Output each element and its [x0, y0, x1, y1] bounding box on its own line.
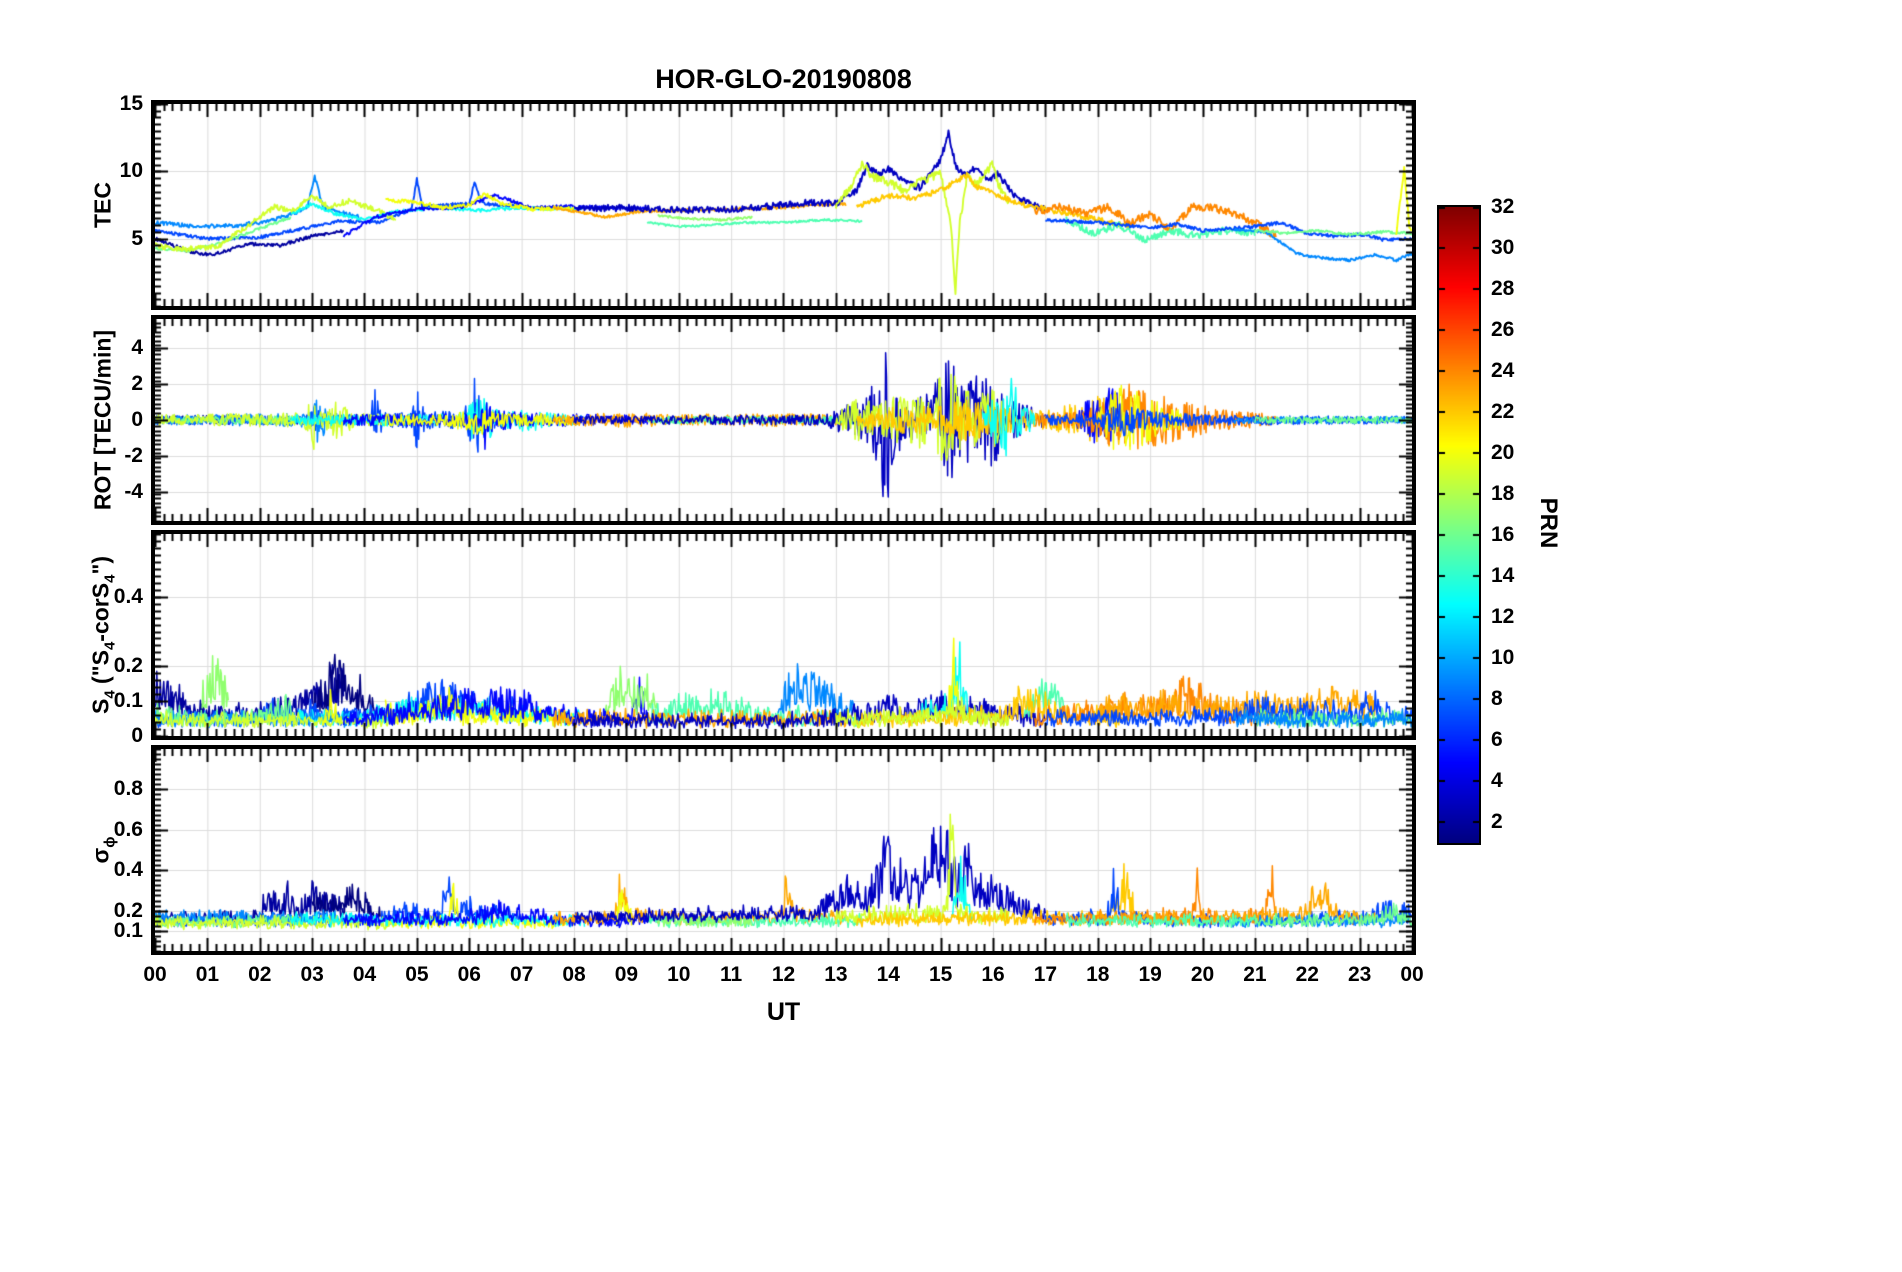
- colorbar-tick-label: 22: [1491, 400, 1515, 424]
- y-tick-label: 0.2: [113, 898, 143, 922]
- y-axis-label-tec: TEC: [89, 182, 116, 228]
- x-tick-label: 00: [1400, 963, 1424, 986]
- x-axis-label: UT: [766, 998, 801, 1026]
- x-tick-label: 06: [457, 963, 481, 986]
- colorbar-label: PRN: [1535, 497, 1562, 549]
- x-tick-label: 15: [928, 963, 953, 986]
- colorbar-tick-label: 4: [1491, 769, 1503, 793]
- x-tick-label: 17: [1033, 963, 1058, 986]
- colorbar-tick-label: 32: [1491, 195, 1515, 218]
- x-tick-label: 14: [876, 963, 900, 986]
- x-tick-label: 10: [667, 963, 691, 986]
- colorbar: [1437, 205, 1481, 845]
- y-tick-label: 0: [131, 408, 143, 431]
- colorbar-tick-label: 2: [1491, 810, 1503, 834]
- colorbar-tick-label: 18: [1491, 482, 1515, 506]
- colorbar-tick-label: 12: [1491, 605, 1515, 629]
- panel-s4: [151, 530, 1416, 740]
- y-tick-label: 10: [119, 159, 143, 183]
- y-tick-label: 0.2: [113, 654, 143, 678]
- y-tick-label: 0.6: [113, 817, 143, 841]
- panel-rot: [151, 315, 1416, 525]
- panel-tec: [151, 100, 1416, 310]
- x-tick-label: 18: [1086, 963, 1110, 986]
- x-tick-label: 16: [981, 963, 1005, 986]
- x-tick-label: 20: [1190, 963, 1215, 986]
- panel-sigma-phi: [151, 745, 1416, 955]
- x-tick-label: 07: [509, 963, 534, 986]
- x-tick-label: 21: [1243, 963, 1267, 986]
- x-tick-label: 02: [248, 963, 272, 986]
- colorbar-tick-label: 16: [1491, 523, 1515, 547]
- y-tick-label: 5: [131, 226, 143, 250]
- colorbar-tick-label: 30: [1491, 236, 1515, 260]
- x-tick-label: 04: [352, 963, 377, 986]
- colorbar-tick-label: 10: [1491, 646, 1515, 670]
- panel-rot-canvas: [155, 319, 1412, 521]
- x-tick-label: 00: [143, 963, 167, 986]
- x-tick-label: 13: [824, 963, 848, 986]
- y-tick-label: 0.8: [113, 777, 143, 801]
- x-tick-label: 09: [614, 963, 639, 986]
- x-tick-label: 05: [405, 963, 429, 986]
- y-tick-label: -4: [124, 480, 143, 504]
- x-tick-label: 22: [1295, 963, 1319, 986]
- y-tick-label: 2: [131, 371, 143, 395]
- x-tick-label: 19: [1138, 963, 1162, 986]
- colorbar-gradient: [1439, 207, 1479, 843]
- panel-tec-canvas: [155, 104, 1412, 306]
- colorbar-tick-label: 8: [1491, 687, 1503, 711]
- y-tick-label: -2: [124, 444, 143, 468]
- x-tick-label: 11: [720, 963, 743, 986]
- x-tick-label: 12: [771, 963, 796, 986]
- x-tick-label: 01: [195, 963, 220, 986]
- colorbar-tick-label: 20: [1491, 441, 1515, 465]
- y-tick-label: 0.4: [113, 584, 143, 608]
- panel-s4-canvas: [155, 534, 1412, 736]
- colorbar-tick-label: 6: [1491, 728, 1503, 752]
- y-tick-label: 0: [131, 724, 143, 747]
- chart-title: HOR-GLO-20190808: [655, 64, 912, 94]
- y-tick-label: 0.4: [113, 858, 143, 882]
- y-tick-label: 0.1: [113, 689, 143, 713]
- panel-sigma-phi-canvas: [155, 749, 1412, 951]
- colorbar-tick-label: 14: [1491, 564, 1515, 588]
- y-tick-label: 15: [119, 92, 143, 115]
- y-tick-label: 0.1: [113, 918, 143, 942]
- colorbar-tick-label: 28: [1491, 277, 1515, 301]
- x-tick-label: 08: [562, 963, 586, 986]
- colorbar-tick-label: 24: [1491, 359, 1515, 383]
- y-tick-label: 4: [131, 335, 143, 359]
- x-tick-label: 23: [1347, 963, 1372, 986]
- colorbar-tick-label: 26: [1491, 318, 1515, 342]
- x-tick-label: 03: [300, 963, 324, 986]
